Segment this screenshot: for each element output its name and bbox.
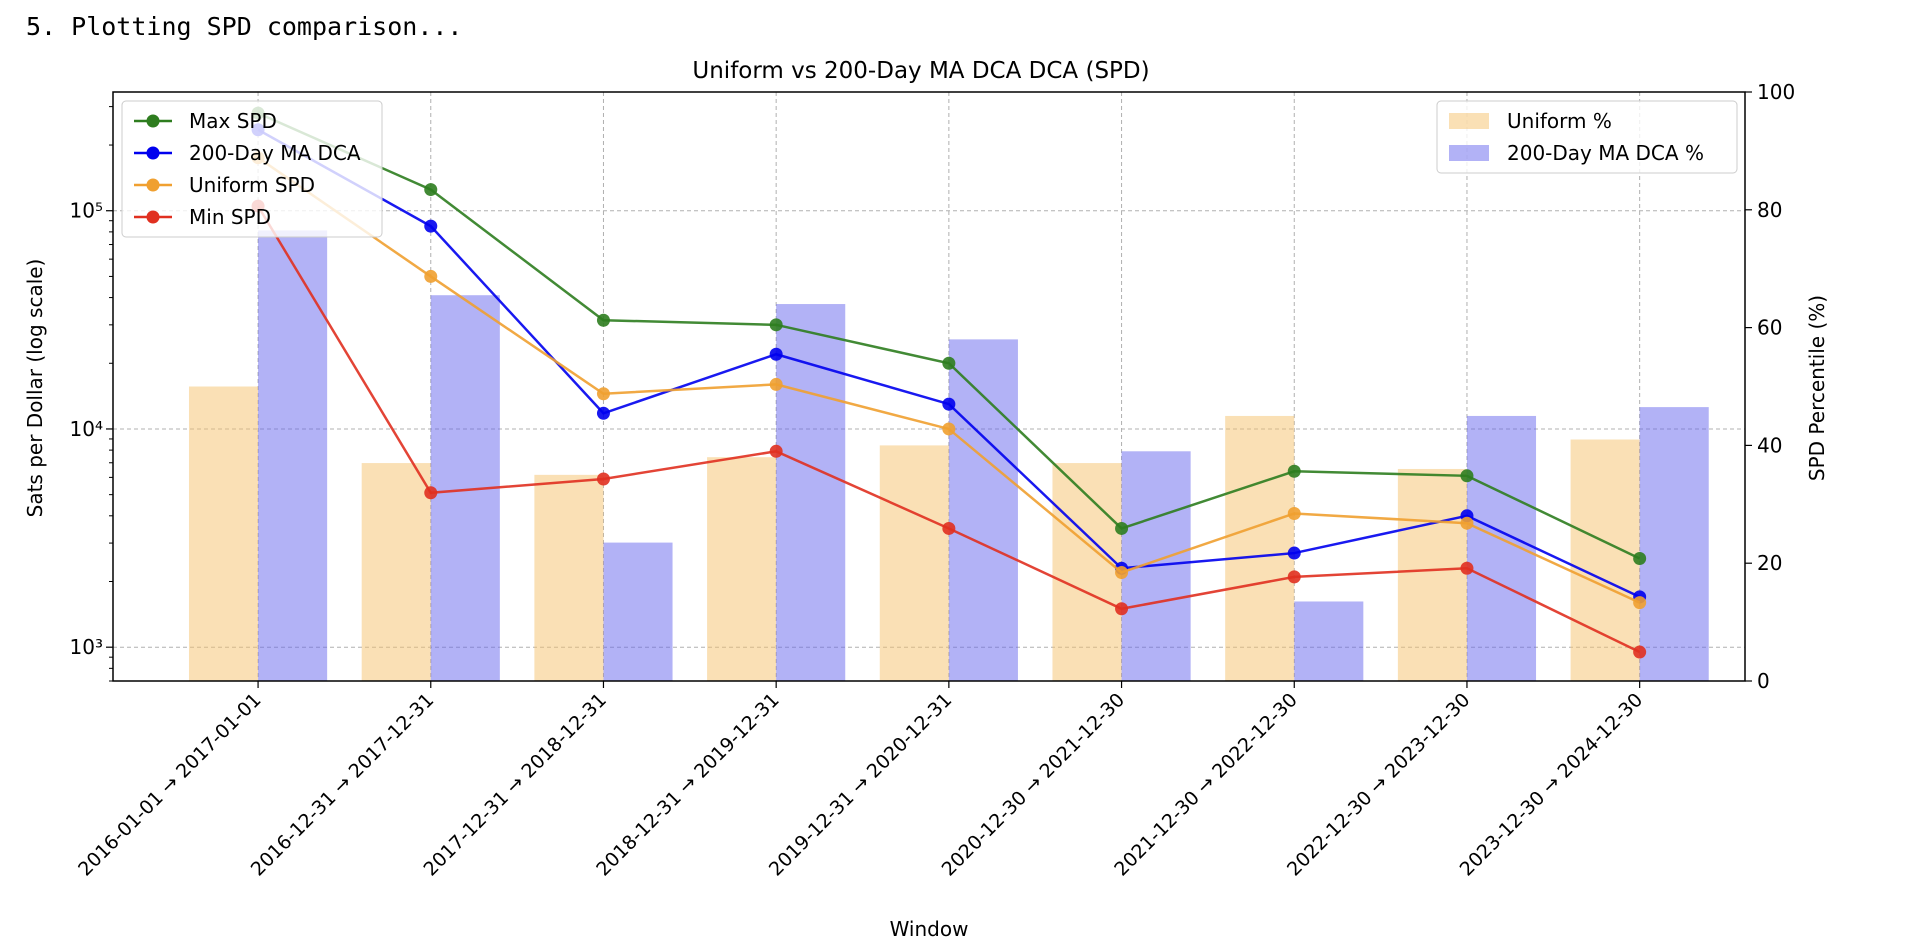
bar: [603, 542, 673, 681]
series-point: [596, 472, 610, 486]
legend-point-marker: [146, 210, 160, 224]
console-output-line: 5. Plotting SPD comparison...: [26, 12, 463, 41]
bar: [361, 463, 431, 681]
bar: [1225, 415, 1295, 681]
series-point: [1115, 521, 1129, 535]
bar: [258, 230, 328, 682]
series-point: [1287, 464, 1301, 478]
legend-label: Uniform %: [1507, 109, 1612, 133]
series-point: [1115, 565, 1129, 579]
bar: [948, 339, 1018, 681]
bar: [1639, 407, 1709, 681]
tick-label-y-left: 10⁴: [70, 417, 103, 441]
series-point: [1633, 645, 1647, 659]
tick-label-x: 2017-12-31 → 2018-12-31: [419, 689, 611, 881]
series-point: [596, 387, 610, 401]
bar: [776, 304, 846, 681]
bar: [707, 457, 777, 681]
bar: [1570, 439, 1640, 681]
series-point: [769, 444, 783, 458]
series-point: [424, 269, 438, 283]
series-point: [596, 406, 610, 420]
tick-label-y-right: 80: [1757, 198, 1782, 222]
legend-label: Uniform SPD: [189, 173, 315, 197]
legend-swatch: [1449, 145, 1489, 161]
bar: [1052, 463, 1122, 681]
series-point: [1287, 546, 1301, 560]
tick-label-x: 2020-12-30 → 2021-12-30: [938, 689, 1130, 881]
legend-lines: Max SPD 200-Day MA DCA Uniform SPD Min SPD: [121, 100, 383, 238]
bar: [188, 386, 259, 681]
tick-label-y-left: 10³: [70, 635, 103, 659]
bar: [879, 445, 949, 681]
tick-label-y-right: 0: [1757, 669, 1770, 693]
lines-layer: [251, 106, 1647, 659]
tick-label-x: 2016-12-31 → 2017-12-31: [247, 689, 439, 881]
legend-box: [121, 100, 383, 238]
legend-point-marker: [146, 178, 160, 192]
tick-label-x: 2022-12-30 → 2023-12-30: [1283, 689, 1475, 881]
bar: [1294, 601, 1364, 681]
tick-label-y-right: 40: [1757, 433, 1782, 457]
tick-label-y-right: 100: [1757, 80, 1795, 104]
legend-label: 200-Day MA DCA %: [1507, 141, 1704, 165]
plot-frame: [112, 91, 1746, 682]
series-point: [942, 356, 956, 370]
legend-label: Min SPD: [189, 205, 271, 229]
legend-swatch: [1449, 113, 1489, 129]
tick-label-x: 2019-12-31 → 2020-12-31: [765, 689, 957, 881]
series-point: [942, 397, 956, 411]
series-point: [1287, 570, 1301, 584]
tick-label-x: 2021-12-30 → 2022-12-30: [1110, 689, 1302, 881]
series-point: [1460, 469, 1474, 483]
series-point: [424, 183, 438, 197]
series-point: [596, 313, 610, 327]
series-point: [1460, 516, 1474, 530]
legend-point-marker: [146, 146, 160, 160]
legend-label: Max SPD: [189, 109, 277, 133]
series-point: [1115, 602, 1129, 616]
series-point: [769, 318, 783, 332]
series-point: [942, 422, 956, 436]
series-point: [1287, 506, 1301, 520]
legend-label: 200-Day MA DCA: [189, 141, 361, 165]
series-point: [1460, 561, 1474, 575]
legend-box: [1436, 100, 1738, 174]
series-point: [769, 377, 783, 391]
tick-label-y-left: 10⁵: [70, 199, 103, 223]
x-axis-label: Window: [890, 917, 969, 941]
bar: [534, 474, 604, 681]
y-axis-label-right: SPD Percentile (%): [1805, 295, 1829, 481]
legend-point-marker: [146, 114, 160, 128]
series-point: [1633, 596, 1647, 610]
y-axis-label-left: Sats per Dollar (log scale): [23, 259, 47, 518]
series-point: [424, 219, 438, 233]
series-point: [424, 486, 438, 500]
bars-layer: [188, 230, 1709, 682]
bar: [1466, 415, 1537, 681]
tick-label-x: 2018-12-31 → 2019-12-31: [592, 689, 784, 881]
tick-label-x: 2016-01-01 → 2017-01-01: [74, 689, 266, 881]
tick-label-x: 2023-12-30 → 2024-12-30: [1456, 689, 1648, 881]
series-point: [769, 347, 783, 361]
chart-title: Uniform vs 200-Day MA DCA DCA (SPD): [692, 58, 1149, 84]
tick-label-y-right: 20: [1757, 551, 1782, 575]
series-point: [1633, 551, 1647, 565]
tick-label-y-right: 60: [1757, 316, 1782, 340]
bar: [1397, 468, 1467, 681]
series-point: [942, 521, 956, 535]
legend-bars: Uniform % 200-Day MA DCA %: [1436, 100, 1738, 174]
